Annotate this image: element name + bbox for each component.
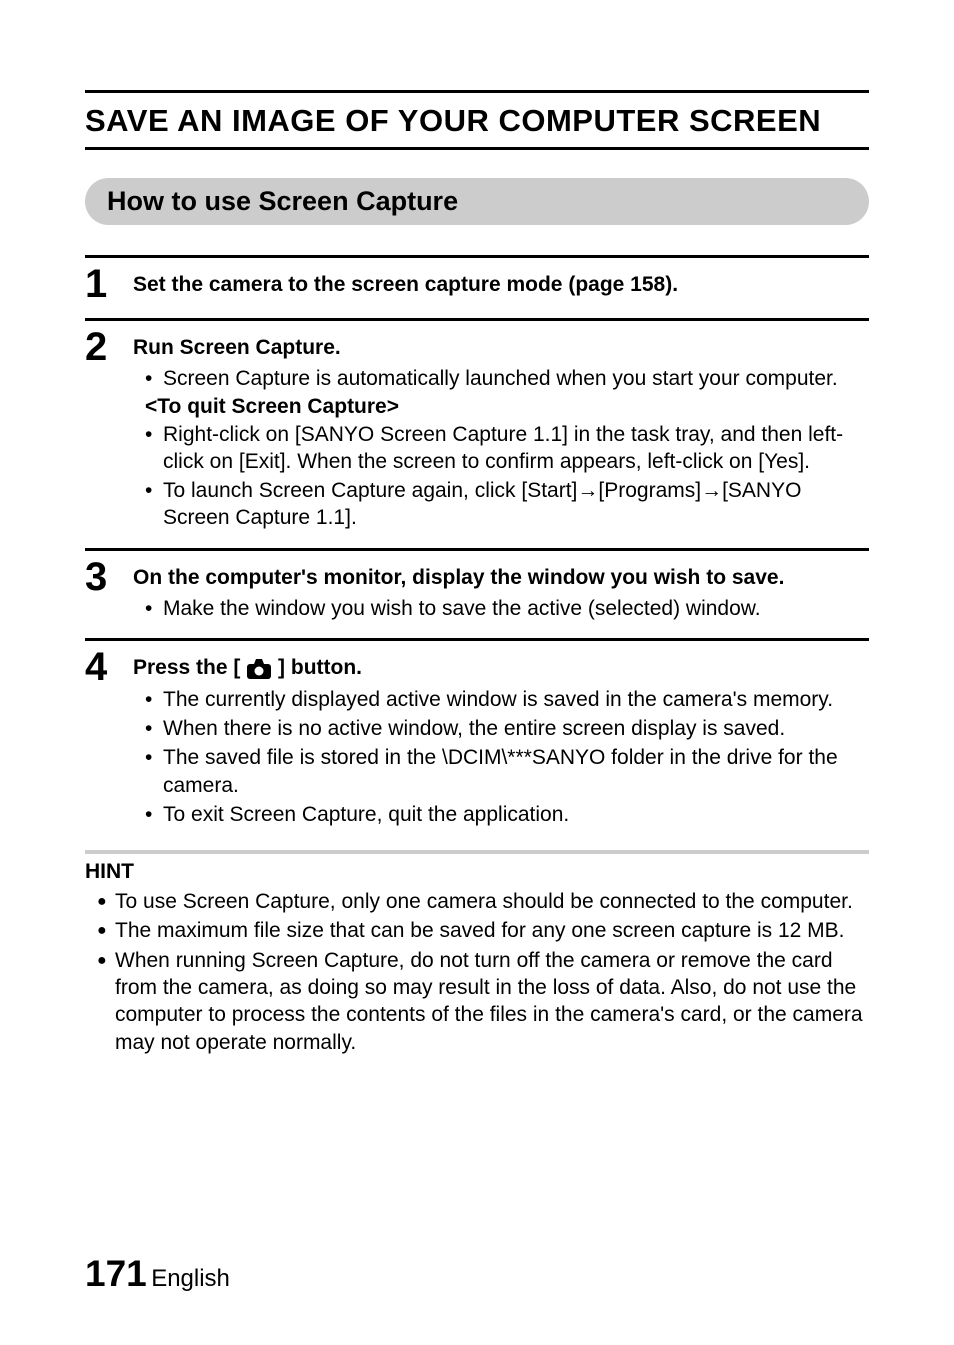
heading-post: ] button. (272, 656, 362, 679)
sub-heading: <To quit Screen Capture> (133, 395, 869, 419)
step-number: 1 (85, 264, 133, 304)
page-number: 171 (85, 1253, 147, 1294)
bullet-item: • When there is no active window, the en… (133, 715, 869, 742)
bullet-dot: • (145, 801, 163, 828)
step-heading: Set the camera to the screen capture mod… (133, 271, 869, 298)
page-footer: 171 English (85, 1253, 230, 1295)
step-1: 1 Set the camera to the screen capture m… (85, 255, 869, 318)
bullet-text: When there is no active window, the enti… (163, 715, 869, 742)
bullet-text: Make the window you wish to save the act… (163, 595, 869, 622)
bullet-dot: • (145, 744, 163, 799)
camera-icon (246, 658, 272, 680)
bullet-item: • Right-click on [SANYO Screen Capture 1… (133, 421, 869, 476)
hint-dot: ● (97, 947, 115, 1056)
heading-pre: Press the [ (133, 656, 246, 679)
title-top-rule (85, 90, 869, 93)
bullet-item: • Screen Capture is automatically launch… (133, 365, 869, 392)
hint-text: The maximum file size that can be saved … (115, 917, 869, 944)
step-number: 2 (85, 327, 133, 534)
hint-label: HINT (85, 860, 869, 884)
bullet-text: The currently displayed active window is… (163, 686, 869, 713)
bullet-text: To launch Screen Capture again, click [S… (163, 477, 869, 532)
bullet-item: • Make the window you wish to save the a… (133, 595, 869, 622)
bullet-text: The saved file is stored in the \DCIM\**… (163, 744, 869, 799)
bullet-item: • The saved file is stored in the \DCIM\… (133, 744, 869, 799)
hint-dot: ● (97, 917, 115, 944)
hint-dot: ● (97, 888, 115, 915)
bullet-text: Right-click on [SANYO Screen Capture 1.1… (163, 421, 869, 476)
page-title: SAVE AN IMAGE OF YOUR COMPUTER SCREEN (85, 103, 869, 139)
bullet-text: Screen Capture is automatically launched… (163, 365, 869, 392)
bullet-item: • To launch Screen Capture again, click … (133, 477, 869, 532)
bullet-dot: • (145, 595, 163, 622)
hint-text: When running Screen Capture, do not turn… (115, 947, 869, 1056)
bullet-dot: • (145, 421, 163, 476)
title-bottom-rule (85, 147, 869, 150)
hint-text: To use Screen Capture, only one camera s… (115, 888, 869, 915)
step-heading: Run Screen Capture. (133, 334, 869, 361)
page-language: English (151, 1265, 230, 1292)
hint-bullet: ● To use Screen Capture, only one camera… (85, 888, 869, 915)
section-heading-pill: How to use Screen Capture (85, 178, 869, 225)
bullet-dot: • (145, 715, 163, 742)
step-body: On the computer's monitor, display the w… (133, 557, 869, 625)
bullet-text: To exit Screen Capture, quit the applica… (163, 801, 869, 828)
bullet-dot: • (145, 365, 163, 392)
hint-rule (85, 850, 869, 854)
bullet-dot: • (145, 686, 163, 713)
step-3: 3 On the computer's monitor, display the… (85, 548, 869, 639)
hint-bullet: ● The maximum file size that can be save… (85, 917, 869, 944)
step-heading: Press the [ ] button. (133, 654, 869, 681)
step-body: Run Screen Capture. • Screen Capture is … (133, 327, 869, 534)
step-2: 2 Run Screen Capture. • Screen Capture i… (85, 318, 869, 548)
step-number: 3 (85, 557, 133, 625)
step-body: Set the camera to the screen capture mod… (133, 264, 869, 304)
step-body: Press the [ ] button. • The currently di… (133, 647, 869, 830)
section-heading: How to use Screen Capture (107, 186, 847, 217)
bullet-item: • The currently displayed active window … (133, 686, 869, 713)
hint-bullet: ● When running Screen Capture, do not tu… (85, 947, 869, 1056)
bullet-item: • To exit Screen Capture, quit the appli… (133, 801, 869, 828)
step-number: 4 (85, 647, 133, 830)
bullet-dot: • (145, 477, 163, 532)
step-4: 4 Press the [ ] button. • The currently … (85, 638, 869, 844)
step-heading: On the computer's monitor, display the w… (133, 564, 869, 591)
